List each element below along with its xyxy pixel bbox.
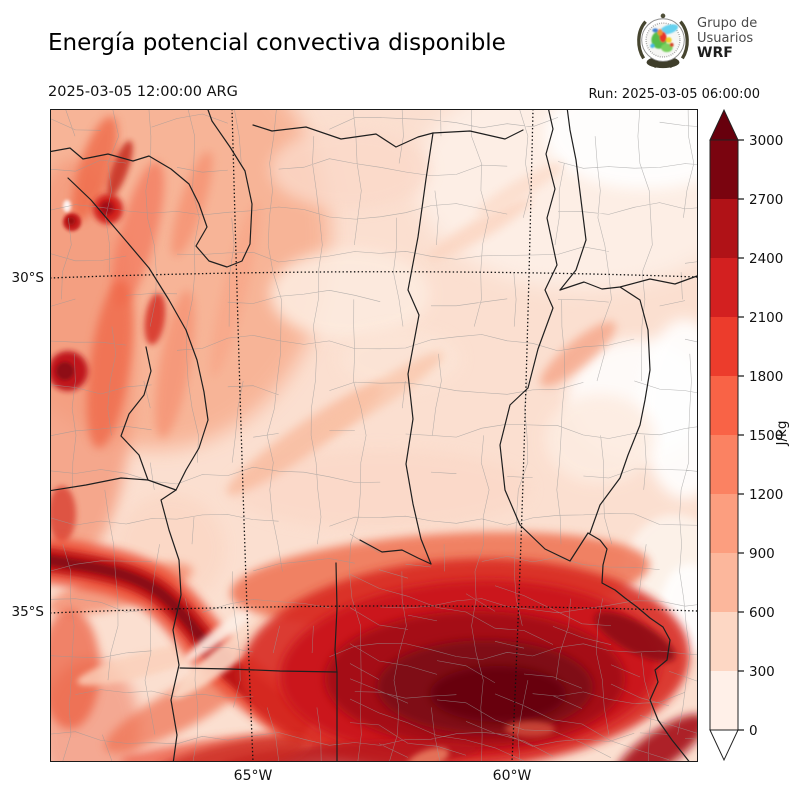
svg-text:2400: 2400 [749, 251, 783, 267]
graticule [50, 109, 698, 762]
colorbar-arrow-over [709, 108, 739, 141]
cape-map [50, 109, 698, 762]
colorbar-arrow-under [709, 729, 739, 762]
lon-label-65w: 65°W [233, 768, 273, 784]
colorbar-tick-labels: 0 300 600 900 1200 1500 1800 2100 2400 2… [749, 133, 783, 739]
logo-line-3: WRF [697, 45, 733, 61]
svg-text:0: 0 [749, 723, 758, 739]
svg-text:300: 300 [749, 664, 775, 680]
valid-time-label: 2025-03-05 12:00:00 ARG [48, 84, 238, 100]
logo-text: Grupo de Usuarios WRF [697, 16, 758, 61]
cape-shading [50, 109, 698, 762]
svg-text:3000: 3000 [749, 133, 783, 149]
colorbar-segments [710, 140, 738, 730]
svg-text:600: 600 [749, 605, 775, 621]
page-title: Energía potencial convectiva disponible [48, 30, 506, 56]
svg-text:2100: 2100 [749, 310, 783, 326]
svg-text:2700: 2700 [749, 192, 783, 208]
logo-line-2: Usuarios [697, 30, 754, 46]
logo-line-1: Grupo de [697, 16, 758, 31]
map-frame [50, 109, 698, 762]
colorbar-tickmarks [738, 139, 744, 731]
svg-text:1500: 1500 [749, 428, 783, 444]
province-borders [50, 109, 698, 762]
department-borders [50, 109, 698, 762]
svg-text:1200: 1200 [749, 487, 783, 503]
colorbar-unit-label: J/kg [774, 421, 790, 447]
run-time-label: Run: 2025-03-05 06:00:00 [588, 87, 760, 102]
svg-text:1800: 1800 [749, 369, 783, 385]
lat-label-30s: 30°S [11, 270, 45, 286]
svg-text:900: 900 [749, 546, 775, 562]
wrf-group-logo-icon [637, 13, 689, 69]
lat-label-35s: 35°S [11, 604, 45, 620]
lon-label-60w: 60°W [492, 768, 532, 784]
colorbar: 0 300 600 900 1200 1500 1800 2100 2400 2… [709, 108, 790, 762]
